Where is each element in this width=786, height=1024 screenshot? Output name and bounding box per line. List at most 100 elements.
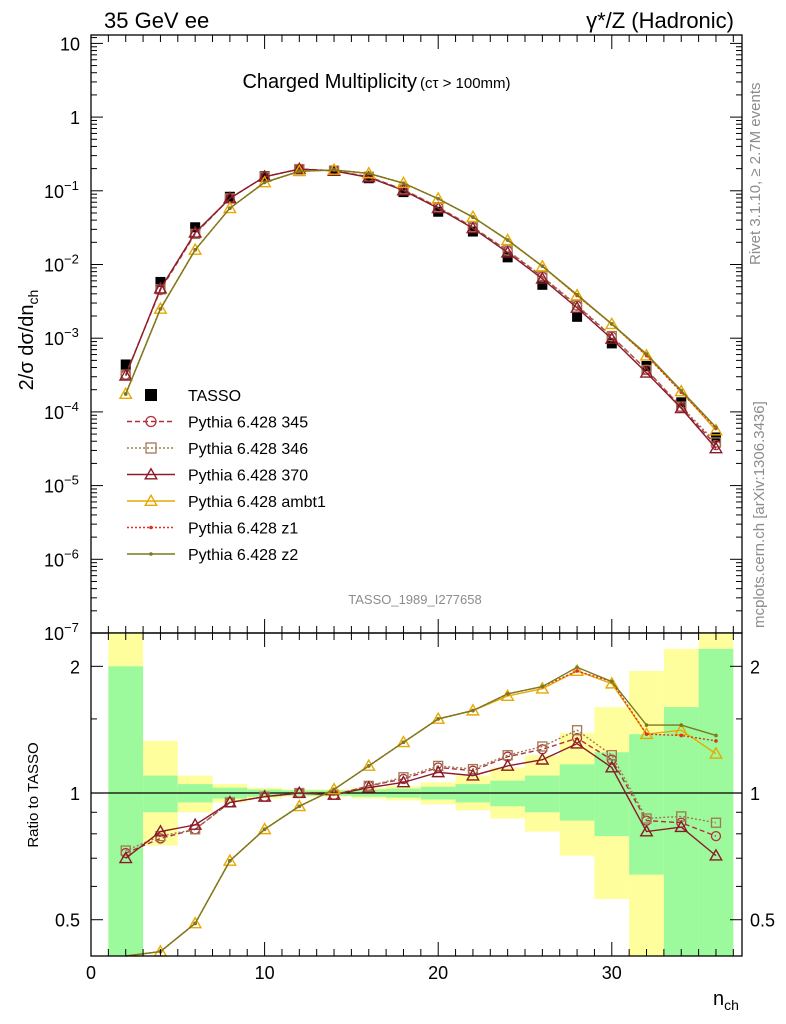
data-point-0-0 — [120, 359, 131, 370]
data-point-6-10 — [471, 215, 475, 219]
ratio-ylabel: Ratio to TASSO — [25, 742, 42, 847]
y-tick-label: 10−2 — [44, 251, 79, 275]
ratio-point-1-12 — [537, 741, 548, 752]
data-point-6-11 — [505, 238, 510, 242]
ratio-point-2-13 — [570, 736, 585, 749]
ratio-point-1-0 — [120, 845, 131, 856]
ratio-point-3-12 — [535, 681, 550, 694]
data-point-4-0 — [118, 386, 133, 399]
rivet-version: Rivet 3.1.10, ≥ 2.7M events — [747, 83, 764, 266]
legend-marker-1 — [145, 415, 157, 428]
data-point-3-13 — [570, 300, 585, 313]
ratio-point-3-14 — [604, 676, 619, 689]
header-right: γ*/Z (Hadronic) — [586, 8, 734, 33]
legend-marker-4 — [144, 493, 158, 507]
ratio-point-0-17 — [710, 830, 722, 842]
series-line-3 — [125, 168, 717, 449]
y-tick-label: 10−4 — [44, 399, 79, 423]
legend-label-6: Pythia 6.428 z2 — [188, 547, 298, 564]
ratio-point-3-6 — [327, 782, 341, 795]
x-tick-label: 10 — [255, 963, 275, 983]
ratio-point-5-5 — [297, 804, 302, 809]
ratio-point-2-11 — [500, 758, 515, 771]
data-point-3-5 — [292, 161, 307, 175]
data-point-3-9 — [431, 201, 446, 214]
x-tick-label: 0 — [86, 963, 96, 983]
main-plot: 10 1 10−1 10−2 10−3 10−4 10−5 10−6 10−7 — [44, 34, 743, 644]
ratio-plot: 0.5 0.51 12 20 10 20 30 — [55, 632, 775, 983]
series-line-6 — [125, 169, 717, 428]
analysis-watermark: TASSO_1989_I277658 — [348, 592, 481, 607]
data-point-6-2 — [193, 248, 197, 252]
data-point-0-12 — [537, 279, 548, 290]
data-point-4-13 — [570, 288, 585, 301]
data-point-3-14 — [604, 331, 619, 344]
ratio-point-2-8 — [396, 775, 411, 788]
ratio-point-4-13 — [575, 669, 579, 673]
data-point-2-1 — [155, 284, 166, 295]
data-point-4-3 — [222, 201, 237, 214]
ratio-point-3-13 — [570, 663, 585, 676]
ratio-point-2-1 — [153, 824, 168, 837]
ratio-point-1-13 — [571, 725, 583, 736]
ratio-y-tick-label-right: 2 — [750, 657, 760, 677]
data-point-6-17 — [714, 425, 718, 429]
ratio-point-3-7 — [361, 758, 376, 771]
svg-text:2/σ dσ/dnch: 2/σ dσ/dnch — [16, 290, 41, 391]
data-point-0-3 — [224, 191, 235, 202]
data-point-3-7 — [361, 170, 376, 183]
ratio-point-3-17 — [709, 746, 723, 759]
ratio-point-5-16 — [679, 723, 684, 727]
data-point-6-15 — [644, 352, 649, 356]
data-point-6-14 — [610, 322, 614, 326]
y-tick-label: 1 — [70, 108, 80, 128]
legend-marker-6 — [149, 552, 153, 556]
legend-marker-2 — [145, 442, 157, 454]
data-point-6-9 — [436, 196, 441, 201]
y-tick-label: 10−7 — [44, 620, 79, 644]
ratio-point-1-10 — [467, 763, 479, 775]
ratio-point-5-12 — [540, 684, 545, 689]
x-tick-label: 20 — [428, 963, 448, 983]
ratio-point-5-14 — [610, 679, 614, 684]
legend-label-1: Pythia 6.428 345 — [188, 415, 308, 432]
ratio-point-3-2 — [188, 916, 203, 929]
legend-label-4: Pythia 6.428 ambt1 — [188, 494, 326, 511]
ratio-point-2-5 — [292, 785, 307, 799]
data-point-3-1 — [153, 281, 168, 294]
uncertainty-band-inner — [143, 775, 178, 813]
main-frame — [90, 34, 743, 634]
ratio-frame — [90, 632, 743, 957]
ratio-point-3-8 — [396, 735, 411, 748]
ratio-point-5-11 — [505, 692, 510, 696]
ratio-y-tick-label-right: 0.5 — [750, 911, 775, 931]
data-point-4-17 — [709, 423, 723, 436]
ratio-point-3-4 — [257, 822, 272, 835]
ratio-point-2-16 — [674, 819, 689, 833]
legend-marker-5 — [149, 525, 153, 530]
data-point-3-0 — [118, 368, 133, 381]
data-point-4-6 — [327, 162, 341, 175]
data-point-4-1 — [153, 301, 168, 314]
legend-marker-0 — [145, 389, 157, 401]
data-point-2-14 — [606, 330, 617, 342]
data-point-6-0 — [123, 392, 128, 396]
ratio-point-1-17 — [710, 817, 722, 828]
uncertainty-band-inner — [525, 775, 560, 813]
ratio-point-5-10 — [471, 708, 475, 713]
ratio-y-tick-label: 0.5 — [55, 911, 80, 931]
data-point-3-10 — [465, 221, 480, 234]
ratio-point-5-17 — [714, 733, 718, 738]
legend-label-3: Pythia 6.428 370 — [188, 468, 308, 485]
data-point-4-15 — [639, 348, 654, 361]
svg-text:nch: nch — [713, 988, 739, 1013]
data-point-0-13 — [572, 311, 583, 322]
ratio-point-2-15 — [639, 824, 654, 837]
ratio-point-2-9 — [431, 765, 446, 778]
data-point-0-8 — [398, 187, 409, 198]
legend-marker-3 — [144, 467, 158, 480]
data-point-6-12 — [540, 264, 545, 268]
x-tick-label: 30 — [602, 963, 622, 983]
data-point-6-1 — [158, 307, 163, 311]
